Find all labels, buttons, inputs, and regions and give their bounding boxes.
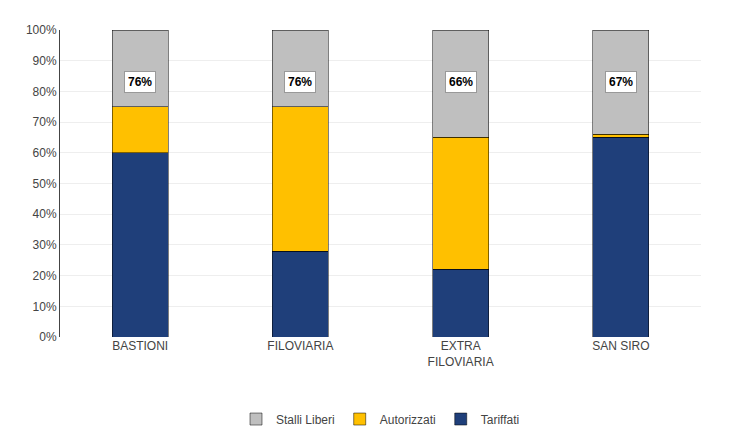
svg-text:SAN SIRO: SAN SIRO [592,339,649,353]
svg-text:Tariffati: Tariffati [481,413,519,427]
svg-text:FILOVIARIA: FILOVIARIA [267,339,333,353]
svg-text:70%: 70% [33,115,57,129]
svg-text:BASTIONI: BASTIONI [112,339,168,353]
svg-text:0%: 0% [39,330,57,344]
svg-text:Stalli Liberi: Stalli Liberi [276,413,335,427]
svg-text:66%: 66% [449,75,473,89]
svg-text:80%: 80% [33,85,57,99]
svg-text:76%: 76% [128,75,152,89]
svg-text:Autorizzati: Autorizzati [380,413,436,427]
svg-text:60%: 60% [33,146,57,160]
svg-text:40%: 40% [33,207,57,221]
svg-text:67%: 67% [609,75,633,89]
svg-text:20%: 20% [33,269,57,283]
svg-text:90%: 90% [33,54,57,68]
svg-text:50%: 50% [33,177,57,191]
svg-text:10%: 10% [33,300,57,314]
svg-text:30%: 30% [33,238,57,252]
svg-text:EXTRAFILOVIARIA: EXTRAFILOVIARIA [428,339,494,369]
svg-text:100%: 100% [26,23,57,37]
svg-text:76%: 76% [288,75,312,89]
